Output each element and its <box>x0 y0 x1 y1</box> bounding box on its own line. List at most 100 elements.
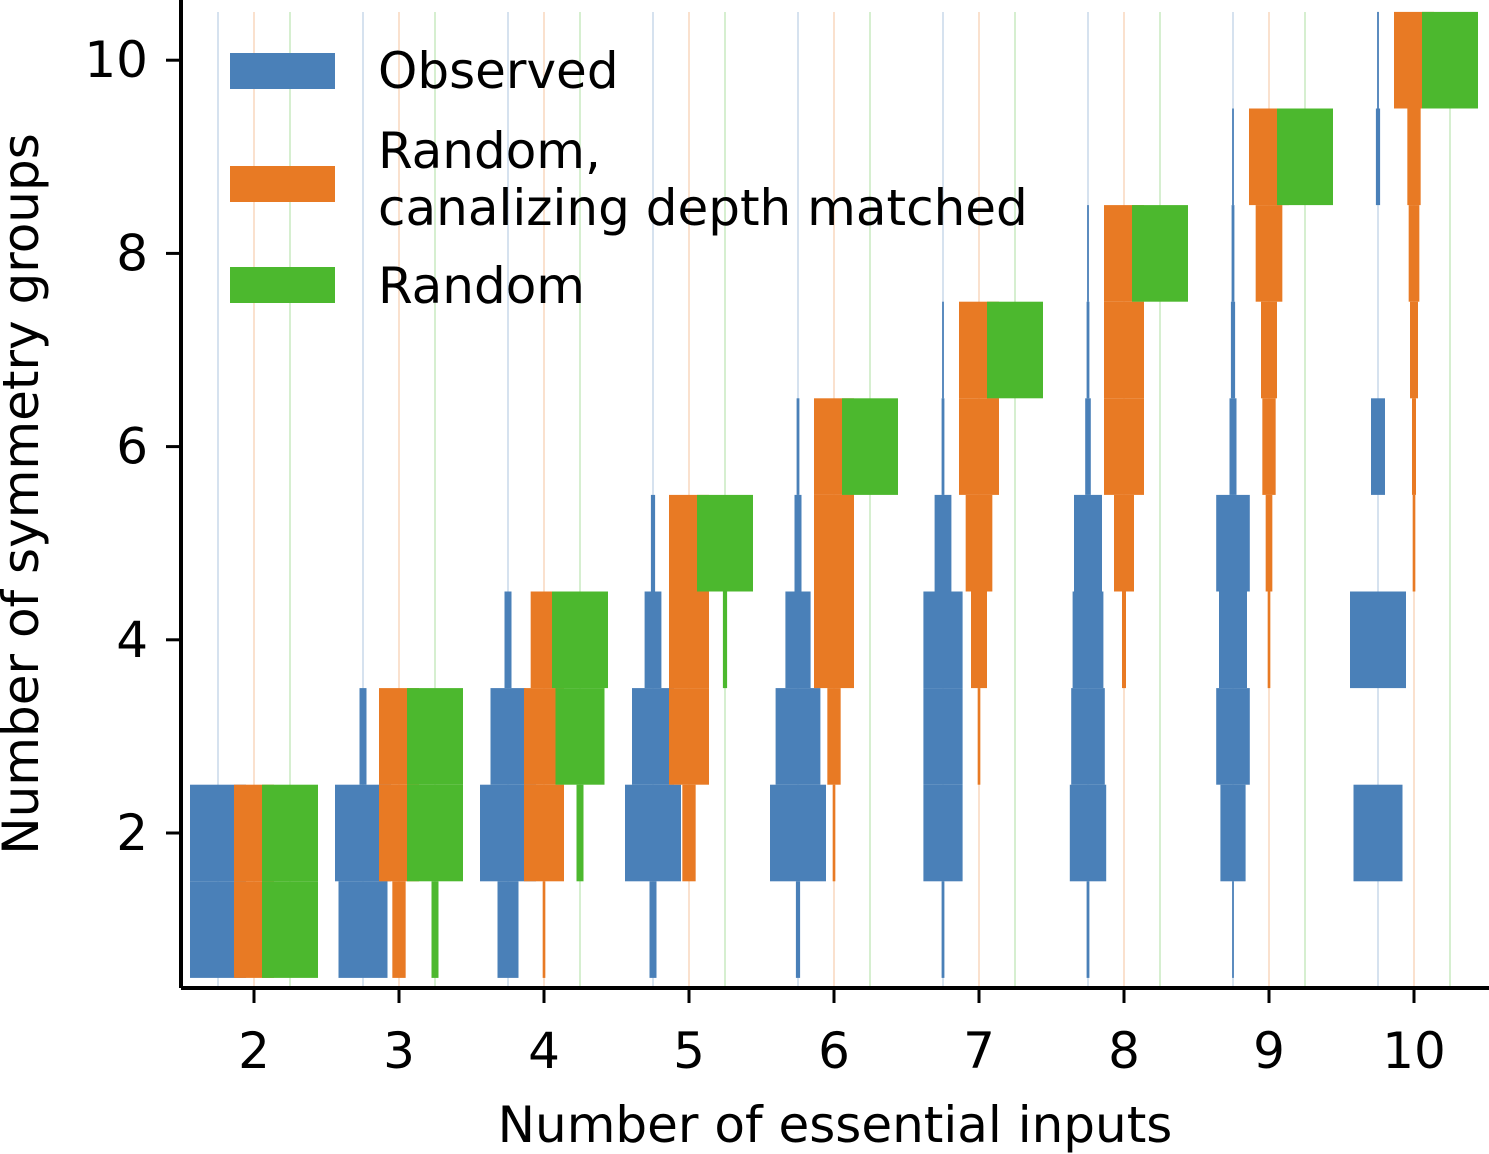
x-tick-label: 10 <box>1382 1022 1446 1080</box>
distribution-bar <box>649 881 657 978</box>
distribution-bar <box>959 398 999 495</box>
x-tick-label: 4 <box>528 1022 560 1080</box>
distribution-bar <box>1122 591 1126 689</box>
distribution-bar <box>1407 108 1421 206</box>
distribution-bar <box>1104 398 1144 495</box>
distribution-bar <box>1231 205 1235 302</box>
distribution-bar <box>832 784 836 882</box>
distribution-bar <box>504 591 512 689</box>
distribution-bar <box>650 494 656 592</box>
legend-label: Observed <box>378 42 619 100</box>
distribution-bar <box>814 591 854 689</box>
distribution-bar <box>987 301 1043 399</box>
distribution-bar <box>669 591 709 689</box>
legend: Observed Random, canalizing depth matched R… <box>230 42 1028 315</box>
distribution-bar <box>552 591 608 689</box>
x-tick-label: 5 <box>673 1022 705 1080</box>
distribution-bar <box>1219 591 1247 689</box>
legend-swatch <box>230 166 335 202</box>
distribution-bar <box>1277 108 1333 206</box>
distribution-bar <box>1408 205 1420 302</box>
distribution-bar <box>359 688 367 785</box>
x-tick-label: 3 <box>383 1022 415 1080</box>
distribution-bar <box>1261 301 1277 399</box>
distribution-bar <box>644 591 662 689</box>
distribution-bar <box>785 591 811 689</box>
distribution-bar <box>338 881 388 978</box>
distribution-bar <box>1085 398 1091 495</box>
distribution-bar <box>262 784 318 882</box>
distribution-bar <box>682 784 696 882</box>
distribution-bar <box>795 881 801 978</box>
distribution-bar <box>669 688 709 785</box>
distribution-bar <box>1375 108 1381 206</box>
legend-label: Random, canalizing depth matched <box>378 122 1028 237</box>
distribution-bar <box>775 688 821 785</box>
distribution-bar <box>1353 784 1403 882</box>
y-tick-label: 8 <box>116 224 148 282</box>
y-axis-label: Number of symmetry groups <box>0 133 50 855</box>
distribution-bar <box>1216 494 1250 592</box>
distribution-bar <box>1132 205 1188 302</box>
distribution-bar <box>431 881 439 978</box>
distribution-bar <box>555 688 605 785</box>
legend-swatch <box>230 53 335 89</box>
distribution-bar <box>1267 591 1271 689</box>
distribution-bar <box>934 494 952 592</box>
x-axis-label: Number of essential inputs <box>498 1096 1173 1154</box>
distribution-bar <box>697 494 753 592</box>
distribution-bar <box>1230 301 1236 399</box>
y-tick-label: 6 <box>116 418 148 476</box>
distribution-bar <box>262 881 318 978</box>
distribution-bar <box>1071 688 1105 785</box>
x-tick-label: 8 <box>1108 1022 1140 1080</box>
distribution-bar <box>1229 398 1237 495</box>
distribution-bar <box>1114 494 1134 592</box>
legend-label: Random <box>378 257 585 315</box>
distribution-bar <box>923 591 963 689</box>
distribution-bar <box>971 591 987 689</box>
distribution-bar <box>497 881 519 978</box>
distribution-bar <box>1069 784 1107 882</box>
distribution-bar <box>842 398 898 495</box>
legend-swatch <box>230 267 335 303</box>
distribution-bar <box>1422 11 1478 109</box>
distribution-bars <box>190 11 1478 978</box>
distribution-bar <box>1371 398 1385 495</box>
distribution-bar <box>923 784 963 882</box>
distribution-bar <box>1074 494 1102 592</box>
distribution-bar <box>1255 205 1283 302</box>
distribution-bar <box>941 398 945 495</box>
distribution-bar <box>1412 494 1416 592</box>
distribution-bar <box>722 591 728 689</box>
distribution-bar <box>392 881 406 978</box>
distribution-bar <box>814 494 854 592</box>
distribution-bar <box>1220 784 1246 882</box>
distribution-bar <box>1087 205 1089 302</box>
distribution-bar <box>576 784 584 882</box>
distribution-bar <box>1410 301 1418 399</box>
distribution-bar <box>965 494 993 592</box>
distribution-bar <box>1350 591 1406 689</box>
distribution-bar <box>923 688 963 785</box>
x-tick-label: 9 <box>1253 1022 1285 1080</box>
distribution-bar <box>1262 398 1276 495</box>
distribution-bar <box>796 398 800 495</box>
distribution-bar <box>1377 11 1379 109</box>
distribution-bar <box>1086 301 1090 399</box>
distribution-bar <box>1072 591 1104 689</box>
distribution-bar <box>407 784 463 882</box>
y-tick-label: 10 <box>84 31 148 89</box>
distribution-bar <box>632 688 674 785</box>
distribution-bar <box>977 688 981 785</box>
distribution-bar <box>941 881 945 978</box>
y-ticks: 2 4 6 8 10 <box>84 31 181 862</box>
distribution-bar <box>827 688 841 785</box>
x-tick-label: 2 <box>238 1022 270 1080</box>
distribution-bar <box>1412 398 1416 495</box>
y-tick-label: 2 <box>116 804 148 862</box>
distribution-bar <box>1104 301 1144 399</box>
distribution-bar <box>490 688 526 785</box>
distribution-bar <box>942 301 944 399</box>
